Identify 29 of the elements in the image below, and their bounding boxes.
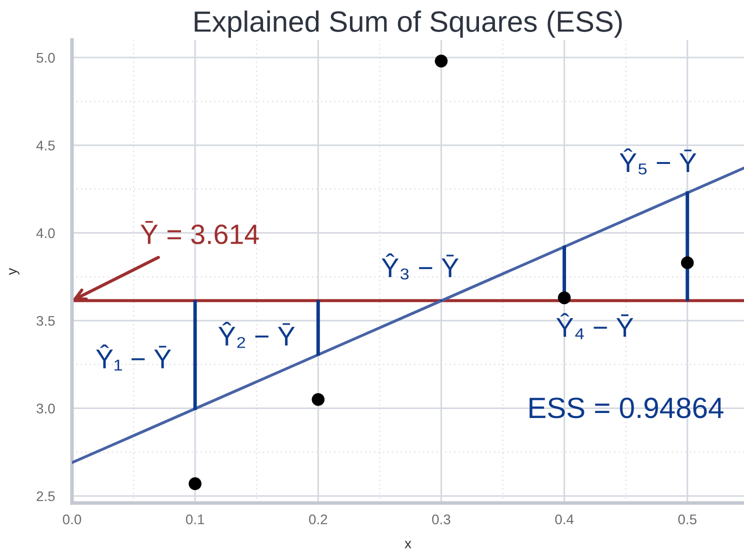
annotation: Ŷ₂ − Ȳ [218, 322, 295, 348]
bar [316, 300, 320, 356]
y-tick-label: 2.5 [36, 491, 55, 502]
x-tick-label: 0.4 [555, 514, 574, 524]
point [680, 256, 694, 270]
annotation: Ŷ₁ − Ȳ [96, 344, 172, 371]
annotation: Ŷ₅ − Ȳ [620, 148, 696, 174]
point [312, 393, 325, 406]
annotation: Ŷ₄ − Ȳ [556, 313, 634, 340]
y-tick-label: 3.0 [36, 404, 55, 414]
ref-line-label: Ȳ = 3.614 [140, 220, 259, 244]
y-tick-label: 3.5 [36, 316, 55, 326]
point [434, 54, 448, 68]
x-tick-label: 0.0 [62, 514, 82, 524]
point [188, 477, 202, 490]
y-axis-title: y [9, 268, 20, 275]
chart-title: Explained Sum of Squares (ESS) [194, 10, 622, 38]
y-tick-label: 5.0 [36, 52, 55, 63]
x-tick-label: 0.2 [309, 514, 328, 524]
point [558, 291, 571, 304]
x-tick-label: 0.1 [186, 514, 204, 524]
annotation: Ŷ₃ − Ȳ [382, 253, 459, 280]
annotation: ESS = 0.94864 [530, 398, 724, 418]
x-axis-title: x [404, 540, 412, 548]
y-tick-label: 4.0 [36, 228, 55, 238]
x-tick-label: 0.3 [432, 514, 450, 524]
x-tick-label: 0.5 [678, 514, 696, 524]
bar [193, 300, 197, 410]
y-tick-label: 4.5 [36, 140, 55, 150]
